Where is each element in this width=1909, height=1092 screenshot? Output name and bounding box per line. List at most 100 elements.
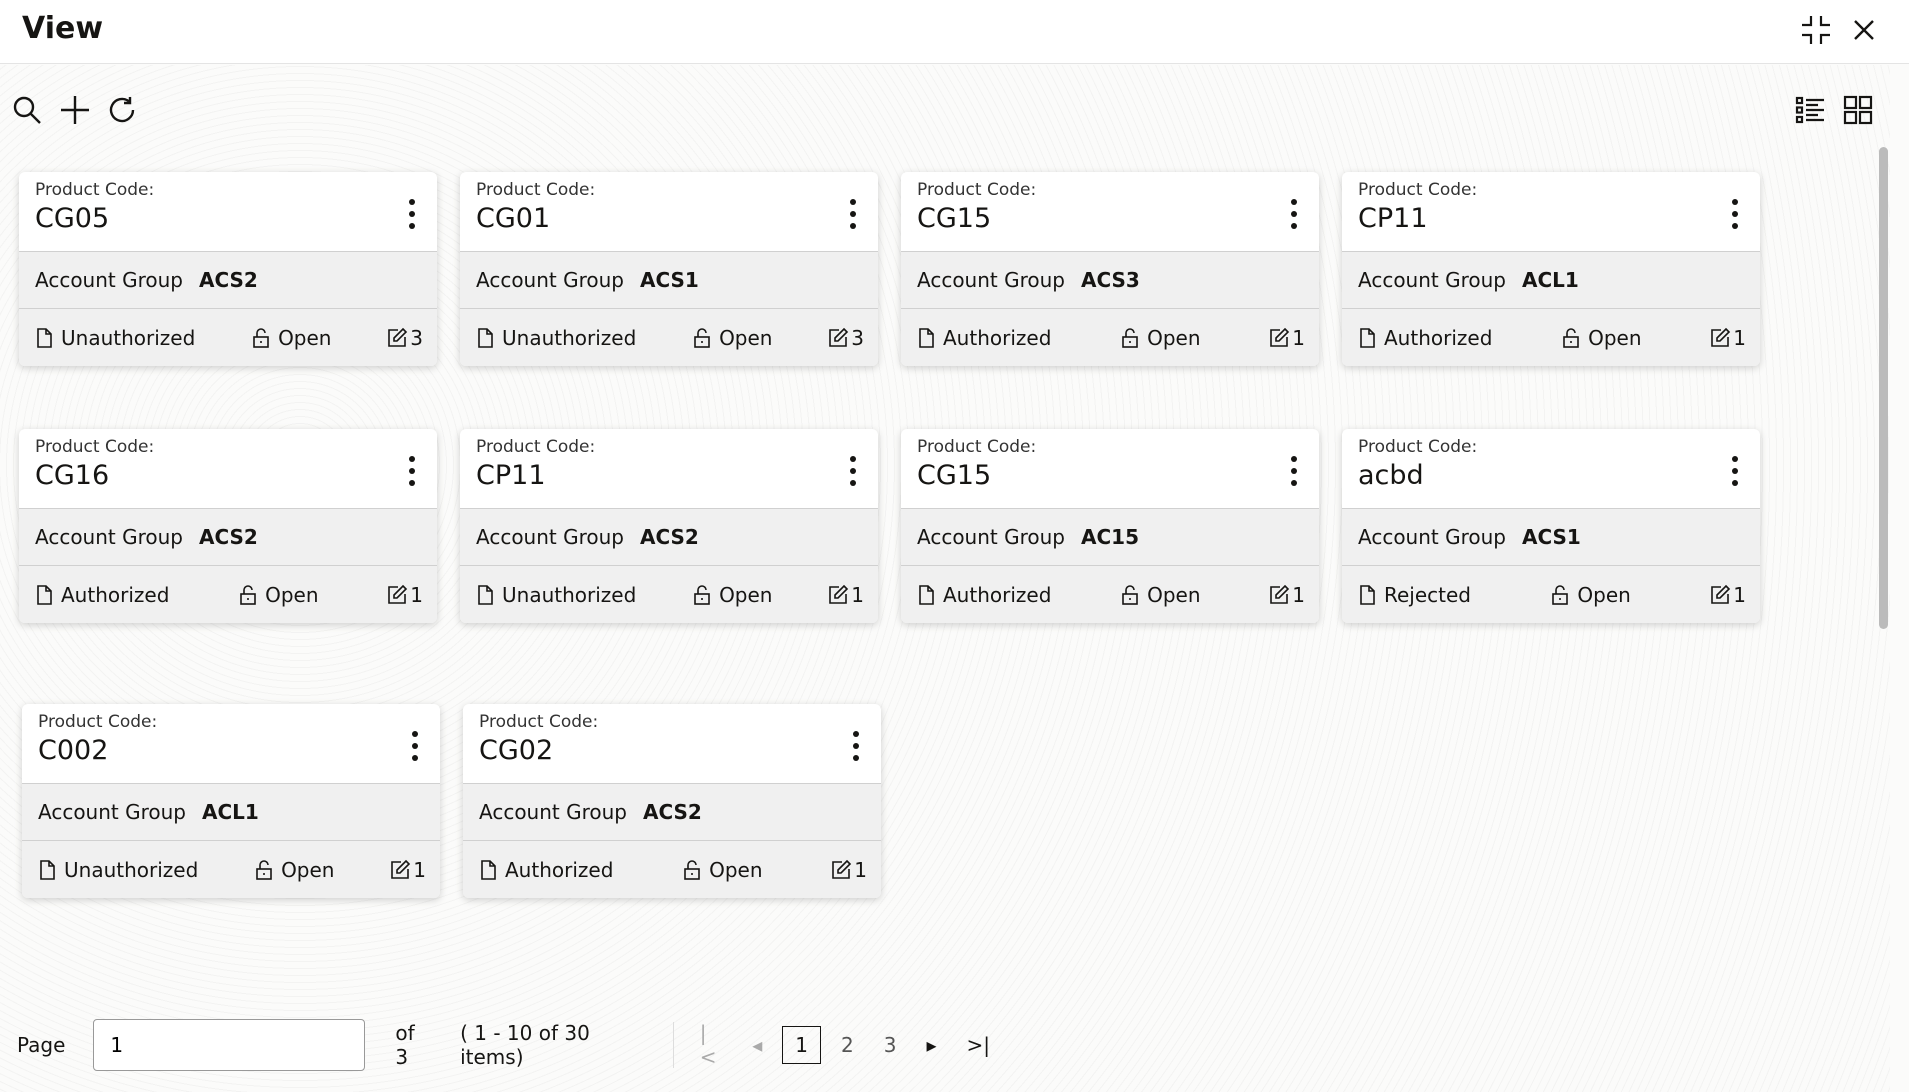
- product-code-label: Product Code:: [1358, 180, 1478, 200]
- product-card[interactable]: Product Code: CP11 Account Group ACS2 Una…: [460, 429, 878, 623]
- record-status: Open: [250, 326, 331, 350]
- page-input[interactable]: [93, 1019, 366, 1071]
- product-code: CG01: [476, 203, 551, 234]
- list-view-icon[interactable]: [1793, 93, 1827, 127]
- edit-icon: [1709, 584, 1731, 606]
- product-code-label: Product Code:: [479, 712, 599, 732]
- product-code-label: Product Code:: [476, 437, 596, 457]
- modification-count: 1: [389, 858, 426, 882]
- more-options-icon[interactable]: [410, 730, 420, 762]
- account-group-value: ACS2: [643, 800, 702, 824]
- auth-status: Unauthorized: [474, 326, 636, 350]
- search-icon[interactable]: [10, 93, 44, 127]
- account-group-value: ACL1: [202, 800, 259, 824]
- close-icon[interactable]: [1846, 12, 1882, 48]
- unlock-icon: [253, 859, 275, 881]
- more-options-icon[interactable]: [1289, 198, 1299, 230]
- more-options-icon[interactable]: [1289, 455, 1299, 487]
- unlock-icon: [1119, 584, 1141, 606]
- product-card[interactable]: Product Code: CG15 Account Group ACS3 Aut…: [901, 172, 1319, 366]
- edit-icon: [827, 584, 849, 606]
- account-group-label: Account Group: [917, 525, 1065, 549]
- pagination: Page of 3 ( 1 - 10 of 30 items) |< ◂ 1 2…: [0, 1010, 1000, 1080]
- edit-icon: [1268, 327, 1290, 349]
- product-card[interactable]: Product Code: CG02 Account Group ACS2 Aut…: [463, 704, 881, 898]
- edit-icon: [389, 859, 411, 881]
- document-icon: [33, 327, 55, 349]
- auth-status: Authorized: [477, 858, 613, 882]
- product-code-label: Product Code:: [35, 437, 155, 457]
- more-options-icon[interactable]: [1730, 198, 1740, 230]
- product-code: CG02: [479, 735, 554, 766]
- unlock-icon: [1549, 584, 1571, 606]
- account-group-value: ACL1: [1522, 268, 1579, 292]
- product-code-label: Product Code:: [917, 437, 1037, 457]
- edit-icon: [830, 859, 852, 881]
- product-code: CP11: [1358, 203, 1428, 234]
- more-options-icon[interactable]: [1730, 455, 1740, 487]
- last-page-icon[interactable]: >|: [966, 1033, 991, 1057]
- modification-count: 1: [386, 583, 423, 607]
- account-group-label: Account Group: [476, 268, 624, 292]
- account-group-value: ACS3: [1081, 268, 1140, 292]
- unlock-icon: [681, 859, 703, 881]
- document-icon: [33, 584, 55, 606]
- modification-count: 3: [386, 326, 423, 350]
- product-card[interactable]: Product Code: CG01 Account Group ACS1 Una…: [460, 172, 878, 366]
- collapse-icon[interactable]: [1798, 12, 1834, 48]
- grid-view-icon[interactable]: [1841, 93, 1875, 127]
- first-page-icon[interactable]: |<: [699, 1021, 717, 1069]
- more-options-icon[interactable]: [407, 198, 417, 230]
- auth-status: Unauthorized: [33, 326, 195, 350]
- record-status: Open: [681, 858, 763, 882]
- auth-status: Authorized: [915, 583, 1051, 607]
- more-options-icon[interactable]: [407, 455, 417, 487]
- document-icon: [36, 859, 58, 881]
- account-group-label: Account Group: [1358, 268, 1506, 292]
- document-icon: [1356, 584, 1378, 606]
- edit-icon: [386, 584, 408, 606]
- edit-icon: [386, 327, 408, 349]
- account-group-value: AC15: [1081, 525, 1139, 549]
- auth-status: Authorized: [915, 326, 1051, 350]
- next-page-icon[interactable]: ▸: [926, 1033, 937, 1057]
- account-group-label: Account Group: [1358, 525, 1506, 549]
- page-2-button[interactable]: 2: [840, 1033, 854, 1057]
- page-label: Page: [17, 1033, 66, 1057]
- product-card[interactable]: Product Code: CP11 Account Group ACL1 Aut…: [1342, 172, 1760, 366]
- auth-status: Unauthorized: [474, 583, 636, 607]
- record-status: Open: [1119, 583, 1201, 607]
- modification-count: 1: [1709, 326, 1746, 350]
- product-card[interactable]: Product Code: C002 Account Group ACL1 Una…: [22, 704, 440, 898]
- add-icon[interactable]: [58, 93, 92, 127]
- product-code: CG15: [917, 203, 992, 234]
- content-area: Product Code: CG05 Account Group ACS2 Una…: [0, 65, 1890, 1092]
- more-options-icon[interactable]: [851, 730, 861, 762]
- previous-page-icon[interactable]: ◂: [752, 1033, 763, 1057]
- unlock-icon: [691, 327, 713, 349]
- account-group-value: ACS2: [199, 268, 258, 292]
- refresh-icon[interactable]: [105, 93, 139, 127]
- product-code: CG15: [917, 460, 992, 491]
- product-card[interactable]: Product Code: CG16 Account Group ACS2 Aut…: [19, 429, 437, 623]
- auth-status: Rejected: [1356, 583, 1471, 607]
- window-header: View: [0, 0, 1909, 64]
- page-1-button[interactable]: 1: [782, 1026, 821, 1064]
- product-card[interactable]: Product Code: CG15 Account Group AC15 Aut…: [901, 429, 1319, 623]
- page-3-button[interactable]: 3: [883, 1033, 897, 1057]
- product-card[interactable]: Product Code: acbd Account Group ACS1 Rej…: [1342, 429, 1760, 623]
- document-icon: [474, 327, 496, 349]
- scrollbar[interactable]: [1879, 147, 1888, 629]
- more-options-icon[interactable]: [848, 455, 858, 487]
- product-code: C002: [38, 735, 109, 766]
- auth-status: Unauthorized: [36, 858, 198, 882]
- product-card[interactable]: Product Code: CG05 Account Group ACS2 Una…: [19, 172, 437, 366]
- more-options-icon[interactable]: [848, 198, 858, 230]
- document-icon: [915, 584, 937, 606]
- account-group-label: Account Group: [917, 268, 1065, 292]
- modification-count: 3: [827, 326, 864, 350]
- record-status: Open: [1119, 326, 1201, 350]
- modification-count: 1: [1268, 583, 1305, 607]
- document-icon: [915, 327, 937, 349]
- product-code: acbd: [1358, 460, 1424, 491]
